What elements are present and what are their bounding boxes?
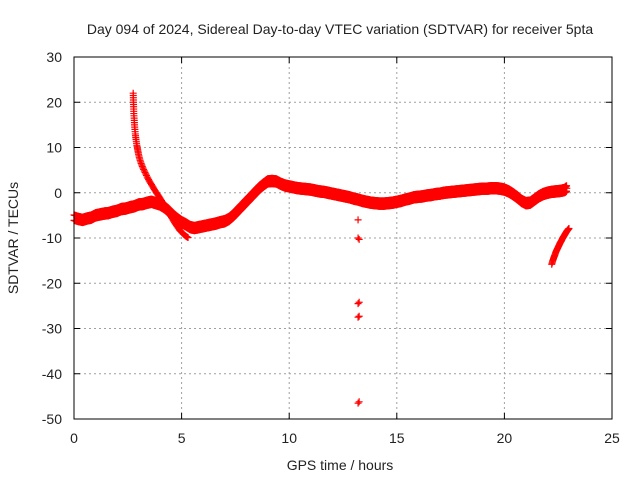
data-point-outlier: [354, 313, 362, 321]
x-tick-labels: 0 5 10 15 20 25: [70, 430, 620, 446]
data-point-main: [563, 184, 571, 192]
x-tick-label: 5: [178, 430, 186, 446]
y-tick-label: -50: [42, 411, 62, 427]
data-point-outlier: [354, 234, 362, 242]
grid-lines: [74, 57, 612, 419]
y-tick-label: -10: [42, 230, 62, 246]
data-point-early-decay: [141, 168, 149, 176]
data-point-outlier: [354, 399, 362, 407]
data-point-early-decay: [139, 164, 147, 172]
chart-title: Day 094 of 2024, Sidereal Day-to-day VTE…: [87, 21, 594, 37]
y-tick-label: -40: [42, 366, 62, 382]
data-point-late-segment: [565, 224, 573, 232]
data-point-early-decay: [140, 167, 148, 175]
y-tick-labels: 30 20 10 0 -10 -20 -30 -40 -50: [42, 49, 62, 427]
x-axis-label: GPS time / hours: [287, 457, 394, 473]
y-tick-label: 0: [54, 185, 62, 201]
data-point-outlier: [355, 235, 363, 243]
data-point-early-decay: [140, 165, 148, 173]
y-axis-label: SDTVAR / TECUs: [5, 182, 21, 294]
x-tick-label: 20: [497, 430, 513, 446]
plot-frame: [73, 56, 613, 420]
x-tick-label: 25: [604, 430, 620, 446]
data-point-early-decay: [142, 170, 150, 178]
y-tick-label: 10: [46, 140, 62, 156]
y-tick-label: 20: [46, 94, 62, 110]
data-point-outlier: [355, 312, 363, 320]
data-point-outlier: [355, 298, 363, 306]
y-tick-label: -20: [42, 275, 62, 291]
x-tick-label: 15: [389, 430, 405, 446]
y-tick-label: 30: [46, 49, 62, 65]
data-point-early-decay: [184, 234, 192, 242]
x-tick-label: 10: [281, 430, 297, 446]
data-point-outlier: [355, 398, 363, 406]
data-point-outlier: [354, 216, 362, 224]
data-point-outlier: [354, 300, 362, 308]
data-points: [70, 89, 573, 407]
x-tick-label: 0: [70, 430, 78, 446]
y-tick-label: -30: [42, 321, 62, 337]
